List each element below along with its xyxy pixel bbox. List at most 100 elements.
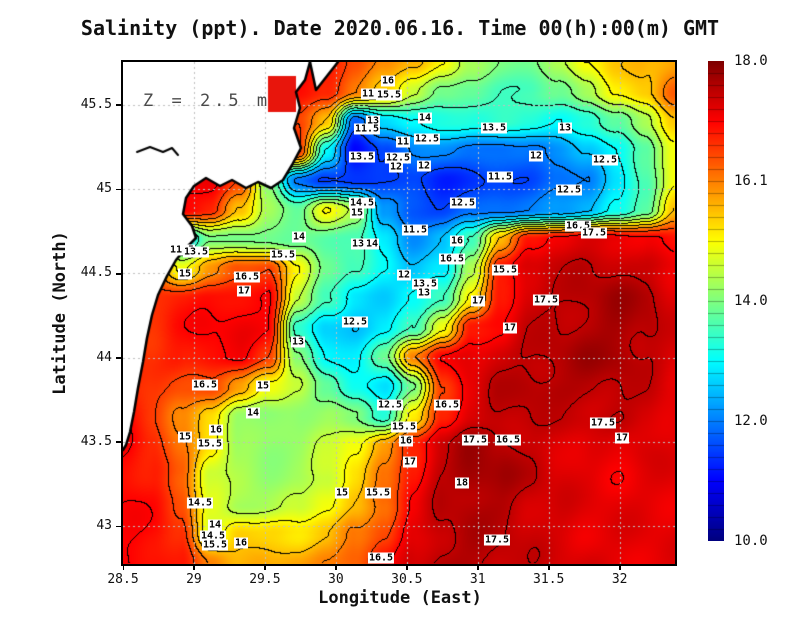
contour-label: 15 <box>177 431 193 443</box>
contour-label: 12.5 <box>555 184 583 196</box>
y-tick-label: 45 <box>96 181 112 197</box>
contour-label: 14.5 <box>199 530 227 542</box>
y-tick-label: 43 <box>96 518 112 534</box>
contour-label: 14 <box>417 112 433 124</box>
contour-label: 13 <box>416 287 432 299</box>
contour-label: 13.5 <box>480 122 508 134</box>
x-axis-tick <box>406 564 408 570</box>
contour-label: 12.5 <box>341 316 369 328</box>
contour-label: 14.5 <box>186 497 214 509</box>
contour-label: 15 <box>255 380 271 392</box>
x-axis-tick <box>335 564 337 570</box>
contour-label: 15.5 <box>201 539 229 551</box>
y-tick-label: 45.5 <box>80 96 112 112</box>
contour-label: 17.5 <box>483 534 511 546</box>
contour-label: 17 <box>470 295 486 307</box>
contour-label: 16 <box>208 424 224 436</box>
contour-label: 17.5 <box>580 227 608 239</box>
contour-label: 14 <box>291 231 307 243</box>
contour-label: 17.5 <box>532 294 560 306</box>
contour-label: 15.5 <box>269 249 297 261</box>
x-tick-label: 30.5 <box>391 572 423 587</box>
x-axis-tick <box>619 564 621 570</box>
contour-label: 11 <box>395 136 411 148</box>
contour-label: 17 <box>614 432 630 444</box>
contour-label: 13 <box>290 336 306 348</box>
contour-label: 17.5 <box>461 434 489 446</box>
y-tick-label: 43.5 <box>80 433 112 449</box>
contour-label: 13.5 <box>348 151 376 163</box>
x-axis-tick <box>477 564 479 570</box>
contour-label: 11.5 <box>486 171 514 183</box>
contour-label: 16 <box>449 235 465 247</box>
x-tick-label: 31 <box>469 572 486 587</box>
contour-label: 15.5 <box>364 487 392 499</box>
x-tick-label: 30 <box>328 572 344 587</box>
x-axis-tick <box>122 564 125 570</box>
colorbar-label: 16.1 <box>734 173 768 189</box>
contour-label: 15 <box>334 487 350 499</box>
x-axis-tick <box>548 564 550 570</box>
contour-label: 17.5 <box>589 417 617 429</box>
contour-label: 16.5 <box>564 220 592 232</box>
contour-label: 16.5 <box>367 552 395 564</box>
contour-label: 12.5 <box>591 154 619 166</box>
contour-label: 14 <box>245 407 261 419</box>
y-axis-tick <box>116 357 122 359</box>
contour-label: 15.5 <box>491 264 519 276</box>
y-axis-tick <box>116 188 122 191</box>
x-tick-label: 29 <box>186 572 202 587</box>
y-tick-label: 44 <box>96 349 112 365</box>
y-axis-tick <box>116 272 122 275</box>
colorbar-label: 14.0 <box>734 293 768 309</box>
contour-label: 12 <box>528 150 544 162</box>
contour-label: 13.5 <box>411 278 439 290</box>
contour-label: 13 <box>557 122 573 134</box>
x-tick-label: 28.5 <box>107 572 139 587</box>
contour-label: 16.5 <box>494 434 522 446</box>
y-axis-tick <box>116 441 122 443</box>
colorbar <box>708 61 724 541</box>
contour-label: 13.5 <box>182 246 210 258</box>
contour-label: 11.5 <box>168 244 196 256</box>
colorbar-label: 18.0 <box>734 53 768 69</box>
x-tick-label: 32 <box>611 572 628 587</box>
contour-label: 13 <box>350 238 366 250</box>
contour-label: 12 <box>388 161 404 173</box>
colorbar-label: 12.0 <box>734 413 768 429</box>
contour-label: 14 <box>207 519 223 531</box>
contour-label: 16 <box>398 435 414 447</box>
chart-title: Salinity (ppt). Date 2020.06.16. Time 00… <box>80 16 720 40</box>
contour-label: 17 <box>402 456 418 468</box>
contour-label: 15 <box>349 207 365 219</box>
contour-label: 16.5 <box>433 399 461 411</box>
contour-label: 12.5 <box>413 133 441 145</box>
contour-label: 15.5 <box>390 421 418 433</box>
contour-label: 14.5 <box>348 197 376 209</box>
contour-label: 16.5 <box>438 253 466 265</box>
contour-label: 12 <box>396 269 412 281</box>
contour-label: 15.5 <box>196 438 224 450</box>
y-axis-tick <box>116 525 122 528</box>
contour-label: 11.5 <box>353 123 381 135</box>
contour-label: 17 <box>502 322 518 334</box>
x-axis-tick <box>193 564 196 570</box>
contour-label: 16 <box>380 75 396 87</box>
y-axis-tick <box>116 104 122 107</box>
contour-label: 12.5 <box>384 152 412 164</box>
contour-label: 18 <box>454 477 470 489</box>
contour-label: 11.5 <box>360 88 388 100</box>
x-axis-tick <box>264 564 266 570</box>
x-axis-label: Longitude (East) <box>318 588 482 608</box>
contour-label: 11.5 <box>401 224 429 236</box>
contour-label: 15.5 <box>375 89 403 101</box>
contour-label: 17 <box>236 285 252 297</box>
depth-annotation: Z = 2.5 m <box>143 91 272 111</box>
contour-label: 13 <box>365 115 381 127</box>
contour-label: 16.5 <box>233 271 261 283</box>
contour-label: 14 <box>364 238 380 250</box>
contour-label: 16 <box>233 537 249 549</box>
x-tick-label: 31.5 <box>533 572 565 587</box>
contour-label: 12 <box>416 160 432 172</box>
